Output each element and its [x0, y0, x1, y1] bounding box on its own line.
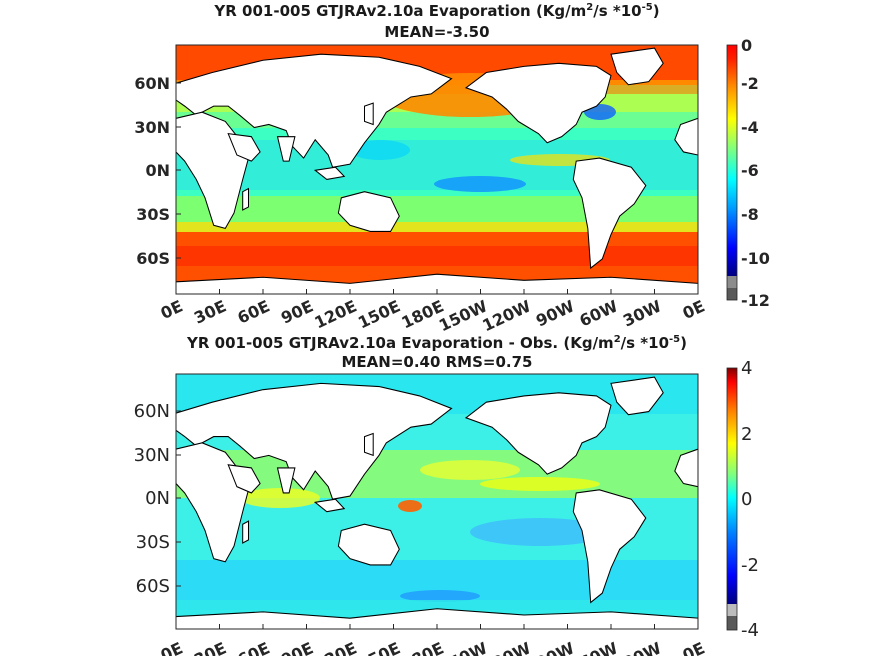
x-tick-label: 180E	[398, 638, 446, 656]
x-tick-label: 0E	[680, 296, 708, 323]
y-tick-label: 60S	[136, 249, 170, 268]
x-tick-label: 150E	[355, 296, 403, 332]
x-tick-label: 90W	[533, 296, 578, 330]
colorbar-tick-label: -4	[741, 620, 759, 641]
bottom-chart-subtitle: MEAN=0.40 RMS=0.75	[342, 353, 533, 371]
colorbar-tick-label: 4	[741, 358, 752, 379]
bottom-colorbar: 4 2 0 -2 -4	[726, 358, 759, 641]
top-colorbar-ticks: 0 -2 -4 -6 -8 -10 -12	[741, 36, 770, 310]
y-tick-label: 30S	[136, 205, 170, 224]
colorbar-tick-label: -2	[741, 555, 759, 576]
x-tick-label: 120E	[311, 638, 359, 656]
top-chart-subtitle: MEAN=-3.50	[384, 23, 489, 41]
x-tick-label: 0E	[158, 296, 186, 323]
x-tick-label: 60E	[235, 638, 273, 656]
x-tick-label: 30E	[191, 638, 229, 656]
y-tick-label: 0N	[145, 161, 170, 180]
x-tick-label: 60W	[576, 638, 621, 656]
colorbar-tick-label: -12	[741, 291, 770, 310]
colorbar-tick-label: -2	[741, 74, 759, 93]
y-tick-label: 60N	[134, 401, 170, 422]
colorbar-tick-label: -10	[741, 249, 770, 268]
x-tick-label: 0E	[680, 638, 708, 656]
bottom-map-y-ticks: 60N 30N 0N 30S 60S	[134, 401, 181, 597]
top-colorbar: 0 -2 -4 -6 -8 -10 -12	[726, 36, 770, 310]
bottom-map-field	[176, 374, 698, 629]
x-tick-label: 60W	[576, 296, 621, 330]
top-chart-title: YR 001-005 GTJRAv2.10a Evaporation (Kg/m…	[213, 2, 659, 20]
y-tick-label: 30S	[136, 532, 170, 553]
x-tick-label: 120E	[311, 296, 359, 332]
y-tick-label: 60N	[134, 74, 170, 93]
x-tick-label: 30W	[620, 638, 665, 656]
x-tick-label: 120W	[479, 296, 534, 335]
y-tick-label: 60S	[136, 576, 170, 597]
x-tick-label: 90E	[278, 638, 316, 656]
bottom-colorbar-ticks: 4 2 0 -2 -4	[741, 358, 759, 641]
y-tick-label: 30N	[134, 118, 170, 137]
x-tick-label: 30W	[620, 296, 665, 330]
top-map-y-ticks: 60N 30N 0N 30S 60S	[134, 74, 181, 268]
x-tick-label: 30E	[191, 296, 229, 327]
colorbar-tick-label: -6	[741, 161, 759, 180]
y-tick-label: 30N	[134, 445, 170, 466]
bottom-chart-title: YR 001-005 GTJRAv2.10a Evaporation - Obs…	[186, 334, 687, 352]
colorbar-tick-label: -8	[741, 205, 759, 224]
y-tick-label: 0N	[145, 488, 170, 509]
colorbar-tick-label: 0	[741, 36, 752, 55]
bottom-map-panel: YR 001-005 GTJRAv2.10a Evaporation - Obs…	[134, 334, 759, 656]
colorbar-tick-label: -4	[741, 118, 759, 137]
x-tick-label: 90E	[278, 296, 316, 327]
x-tick-label: 0E	[158, 638, 186, 656]
x-tick-label: 90W	[533, 638, 578, 656]
x-tick-label: 150E	[355, 638, 403, 656]
x-tick-label: 60E	[235, 296, 273, 327]
colorbar-tick-label: 0	[741, 489, 752, 510]
top-map-panel: YR 001-005 GTJRAv2.10a Evaporation (Kg/m…	[134, 2, 770, 335]
top-map-field	[176, 45, 698, 294]
colorbar-tick-label: 2	[741, 424, 752, 445]
